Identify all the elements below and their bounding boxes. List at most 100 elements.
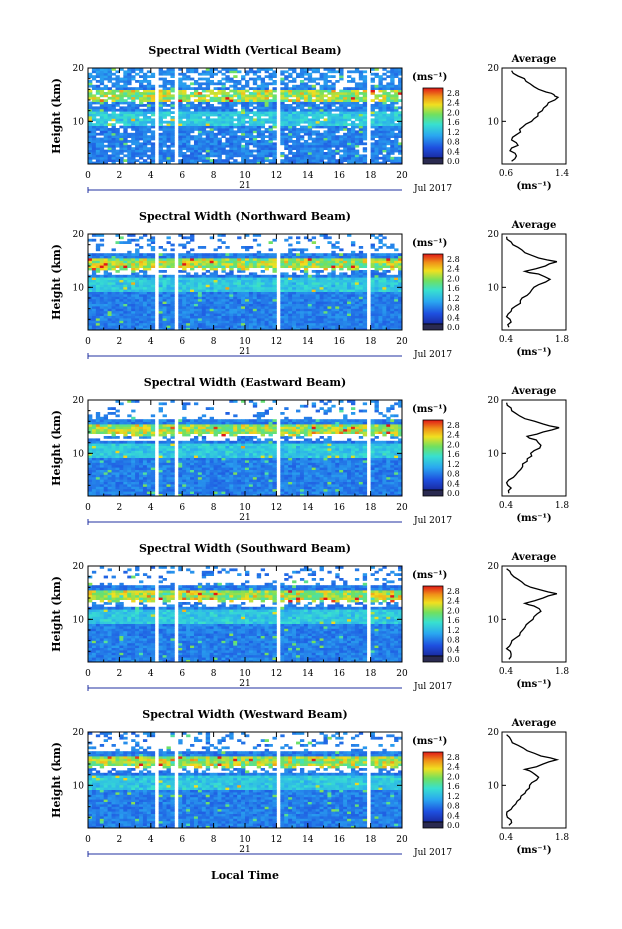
x-tick-label: 10: [239, 669, 251, 679]
x-tick-label: 14: [302, 503, 314, 513]
colorbar-tick-label: 2.4: [447, 763, 460, 772]
panel-3: Spectral Width (Southward Beam) 0 2 4 6 8 10 12…: [50, 542, 569, 692]
average-x-label: (ms⁻¹): [516, 513, 551, 524]
day-label: 21: [239, 679, 250, 689]
average-y-tick-label: 20: [488, 396, 500, 406]
colorbar-tick-label: 1.6: [447, 782, 460, 791]
colorbar-tick-label: 2.4: [447, 431, 460, 440]
x-tick-label: 16: [333, 337, 345, 347]
average-x-tick-label: 1.8: [555, 335, 570, 345]
x-tick-label: 20: [396, 669, 408, 679]
y-tick-label: 20: [73, 64, 85, 74]
x-tick-label: 0: [85, 337, 91, 347]
colorbar-tick-label: 1.6: [447, 118, 460, 127]
y-axis-label: Height (km): [50, 742, 63, 818]
day-label: 21: [239, 845, 250, 855]
average-profile-line: [505, 402, 560, 494]
x-tick-label: 0: [85, 669, 91, 679]
average-title: Average: [511, 386, 557, 397]
average-title: Average: [511, 718, 557, 729]
x-tick-label: 8: [211, 337, 217, 347]
colorbar-tick-label: 2.8: [447, 753, 460, 762]
y-tick-label: 10: [73, 117, 85, 127]
average-y-tick-label: 10: [488, 283, 500, 293]
colorbar-tick-label: 0.8: [447, 470, 460, 479]
average-x-tick-label: 0.4: [499, 667, 514, 677]
panel-4: Spectral Width (Westward Beam) 0 2 4 6 8 10 12 1…: [50, 708, 569, 858]
colorbar-tick-label: 0.8: [447, 636, 460, 645]
x-tick-label: 10: [239, 171, 251, 181]
x-tick-label: 4: [148, 503, 154, 513]
y-axis-label: Height (km): [50, 244, 63, 320]
y-tick-label: 10: [73, 781, 85, 791]
average-x-label: (ms⁻¹): [516, 347, 551, 358]
x-tick-label: 6: [179, 171, 185, 181]
x-tick-label: 2: [117, 337, 123, 347]
heatmap-cells: [88, 566, 403, 663]
average-y-tick-label: 10: [488, 781, 500, 791]
panel-title: Spectral Width (Westward Beam): [142, 708, 347, 721]
x-tick-label: 16: [333, 171, 345, 181]
average-frame: [501, 565, 567, 663]
colorbar-tick-label: 0.8: [447, 138, 460, 147]
heatmap-cells: [88, 732, 403, 829]
average-x-tick-label: 1.8: [555, 501, 570, 511]
x-tick-label: 2: [117, 503, 123, 513]
x-tick-label: 4: [148, 337, 154, 347]
x-tick-label: 2: [117, 669, 123, 679]
y-tick-label: 20: [73, 230, 85, 240]
average-profile-line: [505, 734, 560, 826]
x-tick-label: 16: [333, 669, 345, 679]
colorbar-tick-label: 0.4: [447, 811, 460, 820]
x-axis-label: Local Time: [211, 869, 279, 882]
x-tick-label: 2: [117, 835, 123, 845]
x-tick-label: 20: [396, 835, 408, 845]
colorbar-tick-label: 1.2: [447, 294, 460, 303]
average-frame: [501, 731, 567, 829]
panel-2: Spectral Width (Eastward Beam) 0 2 4 6 8 10 12 1…: [50, 376, 569, 526]
x-tick-label: 16: [333, 835, 345, 845]
panel-title: Spectral Width (Vertical Beam): [148, 44, 341, 57]
y-tick-label: 20: [73, 728, 85, 738]
average-title: Average: [511, 220, 557, 231]
day-label: 21: [239, 181, 250, 191]
colorbar-tick-label: 2.8: [447, 255, 460, 264]
x-tick-label: 6: [179, 669, 185, 679]
colorbar-tick-label: 0.4: [447, 147, 460, 156]
x-tick-label: 8: [211, 835, 217, 845]
x-tick-label: 0: [85, 171, 91, 181]
average-y-tick-label: 10: [488, 117, 500, 127]
colorbar-tick-label: 2.0: [447, 440, 460, 449]
colorbar-underflow: [422, 655, 444, 663]
panel-0: Spectral Width (Vertical Beam) 0 2 4 6 8 10 12 1…: [50, 44, 569, 194]
x-tick-label: 20: [396, 337, 408, 347]
x-tick-label: 0: [85, 503, 91, 513]
x-tick-label: 18: [365, 171, 377, 181]
x-tick-label: 2: [117, 171, 123, 181]
x-tick-label: 14: [302, 669, 314, 679]
colorbar-tick-label: 2.4: [447, 597, 460, 606]
colorbar-unit: (ms⁻¹): [412, 404, 447, 415]
x-tick-label: 20: [396, 503, 408, 513]
colorbar-tick-label: 2.0: [447, 108, 460, 117]
colorbar-tick-label: 2.8: [447, 89, 460, 98]
average-y-tick-label: 20: [488, 728, 500, 738]
x-tick-label: 10: [239, 337, 251, 347]
average-profile-line: [505, 568, 558, 660]
day-label: 21: [239, 513, 250, 523]
colorbar: [422, 87, 444, 159]
colorbar-tick-label: 0.0: [447, 655, 460, 664]
average-y-tick-label: 20: [488, 230, 500, 240]
date-label: Jul 2017: [413, 848, 452, 858]
y-tick-label: 10: [73, 615, 85, 625]
colorbar-underflow: [422, 157, 444, 165]
day-label: 21: [239, 347, 250, 357]
average-y-tick-label: 10: [488, 449, 500, 459]
date-label: Jul 2017: [413, 516, 452, 526]
average-profile-line: [509, 70, 560, 162]
x-tick-label: 6: [179, 835, 185, 845]
colorbar-tick-label: 1.2: [447, 626, 460, 635]
colorbar-tick-label: 0.0: [447, 323, 460, 332]
y-axis-label: Height (km): [50, 576, 63, 652]
average-x-label: (ms⁻¹): [516, 679, 551, 690]
